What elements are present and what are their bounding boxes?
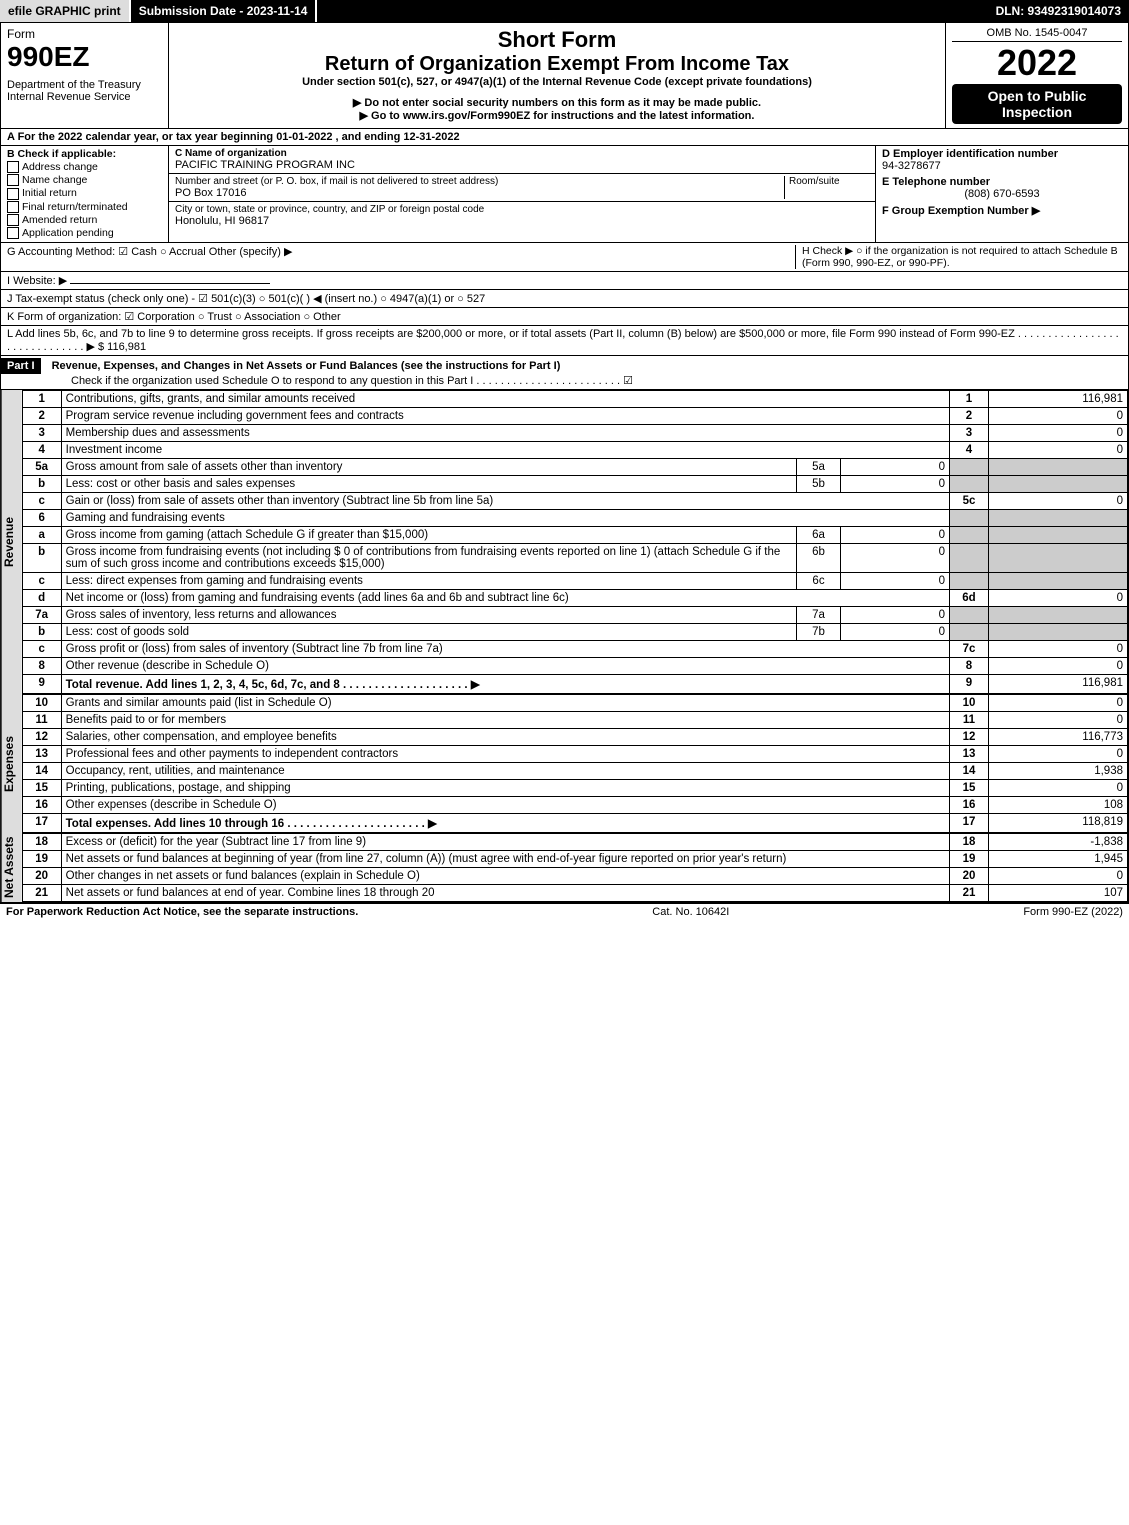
netassets-section: Net Assets 18Excess or (deficit) for the… xyxy=(0,833,1129,903)
line-21: 21Net assets or fund balances at end of … xyxy=(22,885,1127,902)
line-6c: cLess: direct expenses from gaming and f… xyxy=(22,573,1127,590)
street-label: Number and street (or P. O. box, if mail… xyxy=(175,176,784,187)
expenses-side-label: Expenses xyxy=(1,694,22,833)
line-9: 9Total revenue. Add lines 1, 2, 3, 4, 5c… xyxy=(22,675,1127,694)
line-16: 16Other expenses (describe in Schedule O… xyxy=(22,797,1127,814)
cb-application-pending[interactable]: Application pending xyxy=(7,227,162,239)
website-input[interactable] xyxy=(70,283,270,284)
tax-year: 2022 xyxy=(952,42,1122,84)
line-5c: cGain or (loss) from sale of assets othe… xyxy=(22,493,1127,510)
ein-label: D Employer identification number xyxy=(882,148,1122,160)
row-j-tax-exempt: J Tax-exempt status (check only one) - ☑… xyxy=(0,290,1129,308)
efile-print-label: efile GRAPHIC print xyxy=(0,0,131,22)
line-8: 8Other revenue (describe in Schedule O)8… xyxy=(22,658,1127,675)
line-7c: cGross profit or (loss) from sales of in… xyxy=(22,641,1127,658)
line-17: 17Total expenses. Add lines 10 through 1… xyxy=(22,814,1127,833)
cb-final-return[interactable]: Final return/terminated xyxy=(7,201,162,213)
col-b-title: B Check if applicable: xyxy=(7,148,162,160)
line-15: 15Printing, publications, postage, and s… xyxy=(22,780,1127,797)
revenue-table: 1Contributions, gifts, grants, and simil… xyxy=(22,390,1128,694)
line-2: 2Program service revenue including gover… xyxy=(22,408,1127,425)
header-center: Short Form Return of Organization Exempt… xyxy=(169,23,946,128)
city-label: City or town, state or province, country… xyxy=(175,204,869,215)
section-bcd: B Check if applicable: Address change Na… xyxy=(0,146,1129,243)
cb-address-change[interactable]: Address change xyxy=(7,161,162,173)
header-right: OMB No. 1545-0047 2022 Open to Public In… xyxy=(946,23,1128,128)
return-title: Return of Organization Exempt From Incom… xyxy=(175,53,939,76)
line-19: 19Net assets or fund balances at beginni… xyxy=(22,851,1127,868)
org-name: PACIFIC TRAINING PROGRAM INC xyxy=(175,159,869,171)
line-7b: bLess: cost of goods sold7b0 xyxy=(22,624,1127,641)
line-5a: 5aGross amount from sale of assets other… xyxy=(22,459,1127,476)
cb-name-change[interactable]: Name change xyxy=(7,174,162,186)
no-ssn-note: ▶ Do not enter social security numbers o… xyxy=(175,96,939,109)
col-b-checkboxes: B Check if applicable: Address change Na… xyxy=(1,146,169,242)
irs-label: Internal Revenue Service xyxy=(7,91,162,103)
ein-value: 94-3278677 xyxy=(882,160,1122,172)
line-12: 12Salaries, other compensation, and empl… xyxy=(22,729,1127,746)
dln: DLN: 93492319014073 xyxy=(988,0,1129,22)
line-14: 14Occupancy, rent, utilities, and mainte… xyxy=(22,763,1127,780)
row-h-schedule-b: H Check ▶ ○ if the organization is not r… xyxy=(795,245,1122,269)
cb-initial-return[interactable]: Initial return xyxy=(7,187,162,199)
line-7a: 7aGross sales of inventory, less returns… xyxy=(22,607,1127,624)
short-form-title: Short Form xyxy=(175,27,939,53)
line-6a: aGross income from gaming (attach Schedu… xyxy=(22,527,1127,544)
goto-link[interactable]: ▶ Go to www.irs.gov/Form990EZ for instru… xyxy=(175,109,939,122)
revenue-section: Revenue 1Contributions, gifts, grants, a… xyxy=(0,390,1129,694)
footer-right: Form 990-EZ (2022) xyxy=(1023,906,1123,918)
line-18: 18Excess or (deficit) for the year (Subt… xyxy=(22,834,1127,851)
row-gh: G Accounting Method: ☑ Cash ○ Accrual Ot… xyxy=(0,243,1129,272)
line-6b: bGross income from fundraising events (n… xyxy=(22,544,1127,573)
line-13: 13Professional fees and other payments t… xyxy=(22,746,1127,763)
row-i-website: I Website: ▶ xyxy=(0,272,1129,290)
row-g-accounting: G Accounting Method: ☑ Cash ○ Accrual Ot… xyxy=(7,245,795,269)
line-4: 4Investment income40 xyxy=(22,442,1127,459)
footer-left: For Paperwork Reduction Act Notice, see … xyxy=(6,906,358,918)
form-header: Form 990EZ Department of the Treasury In… xyxy=(0,22,1129,129)
col-d-ein-phone: D Employer identification number 94-3278… xyxy=(876,146,1128,242)
line-3: 3Membership dues and assessments30 xyxy=(22,425,1127,442)
part1-label: Part I xyxy=(1,358,41,374)
row-a-tax-year: A For the 2022 calendar year, or tax yea… xyxy=(0,129,1129,146)
line-6: 6Gaming and fundraising events xyxy=(22,510,1127,527)
omb-number: OMB No. 1545-0047 xyxy=(952,27,1122,42)
submission-date: Submission Date - 2023-11-14 xyxy=(131,0,318,22)
room-label: Room/suite xyxy=(789,176,869,187)
part1-header-row: Part I Revenue, Expenses, and Changes in… xyxy=(0,356,1129,390)
netassets-table: 18Excess or (deficit) for the year (Subt… xyxy=(22,833,1128,902)
city-value: Honolulu, HI 96817 xyxy=(175,215,869,227)
phone-label: E Telephone number xyxy=(882,176,1122,188)
part1-title: Revenue, Expenses, and Changes in Net As… xyxy=(44,360,561,372)
line-10: 10Grants and similar amounts paid (list … xyxy=(22,695,1127,712)
org-name-label: C Name of organization xyxy=(175,148,869,159)
line-11: 11Benefits paid to or for members110 xyxy=(22,712,1127,729)
group-exemption-label: F Group Exemption Number ▶ xyxy=(882,204,1122,217)
footer-mid: Cat. No. 10642I xyxy=(652,906,729,918)
form-number: 990EZ xyxy=(7,41,162,73)
form-word: Form xyxy=(7,27,162,41)
expenses-table: 10Grants and similar amounts paid (list … xyxy=(22,694,1128,833)
top-bar: efile GRAPHIC print Submission Date - 20… xyxy=(0,0,1129,22)
expenses-section: Expenses 10Grants and similar amounts pa… xyxy=(0,694,1129,833)
netassets-side-label: Net Assets xyxy=(1,833,22,902)
line-5b: bLess: cost or other basis and sales exp… xyxy=(22,476,1127,493)
row-k-org-form: K Form of organization: ☑ Corporation ○ … xyxy=(0,308,1129,326)
page-footer: For Paperwork Reduction Act Notice, see … xyxy=(0,903,1129,920)
open-public-inspection: Open to Public Inspection xyxy=(952,84,1122,124)
line-6d: dNet income or (loss) from gaming and fu… xyxy=(22,590,1127,607)
line-1: 1Contributions, gifts, grants, and simil… xyxy=(22,391,1127,408)
under-section: Under section 501(c), 527, or 4947(a)(1)… xyxy=(175,76,939,88)
col-c-org-info: C Name of organization PACIFIC TRAINING … xyxy=(169,146,876,242)
dept-treasury: Department of the Treasury xyxy=(7,79,162,91)
cb-amended-return[interactable]: Amended return xyxy=(7,214,162,226)
revenue-side-label: Revenue xyxy=(1,390,22,694)
row-l-gross-receipts: L Add lines 5b, 6c, and 7b to line 9 to … xyxy=(0,326,1129,356)
line-20: 20Other changes in net assets or fund ba… xyxy=(22,868,1127,885)
part1-check: Check if the organization used Schedule … xyxy=(1,374,1128,387)
header-left: Form 990EZ Department of the Treasury In… xyxy=(1,23,169,128)
phone-value: (808) 670-6593 xyxy=(882,188,1122,200)
street-value: PO Box 17016 xyxy=(175,187,784,199)
